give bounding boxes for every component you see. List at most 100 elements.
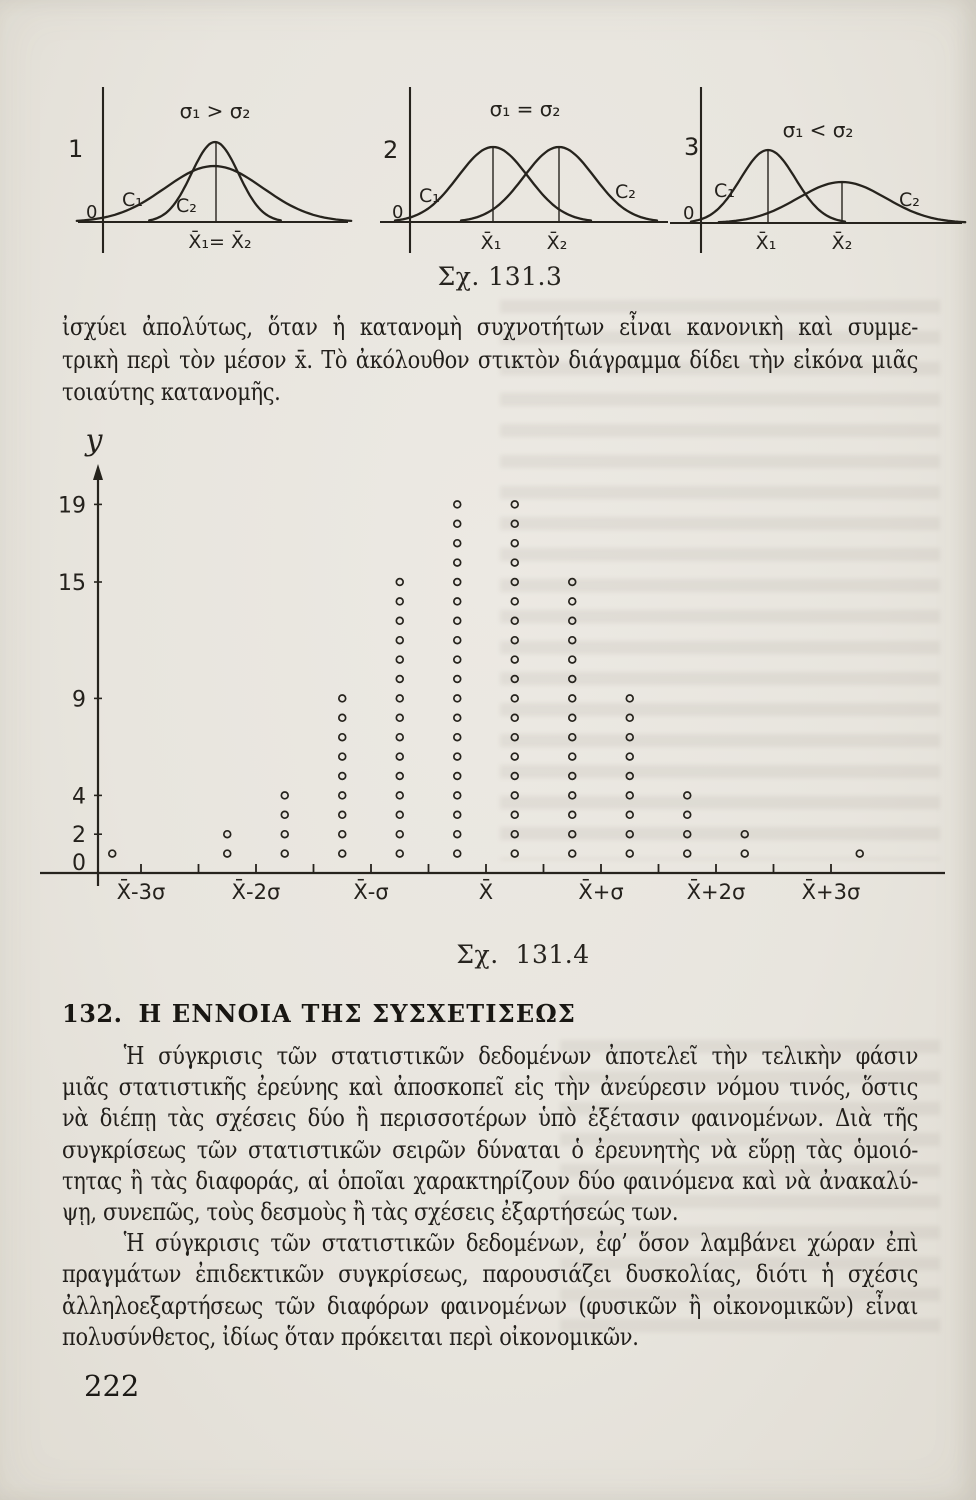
data-dot [510,519,520,529]
data-dot [338,829,347,839]
data-dot [740,829,749,839]
figure-caption-131-3: Σχ. 131.3 [437,262,563,291]
data-dot [395,829,405,839]
text-line: τοιαύτης κατανομῆς. [62,377,281,406]
data-dot [453,558,462,567]
data-dot [510,829,520,839]
normal-curves-panel-1: C₁ C₂ 1 σ₁ > σ₂ 0 X̄₁= X̄₂ [68,87,353,253]
x-tick-label: X̄-3σ [117,879,166,904]
curve-label: C₁ [122,189,143,211]
data-dot [567,810,577,820]
normal-curve-C₁ [75,164,353,223]
origin-label: 0 [683,203,694,224]
text-line: νὰ διέπῃ τὰς σχέσεις δύο ἢ περισσοτέρων … [62,1103,918,1133]
data-dot [338,849,347,858]
data-dot [280,829,290,839]
y-axis-label: y [84,428,104,458]
data-dot [510,558,520,567]
text-line: πολυσύνθετος, ἰδίως ὅταν πρόκειται περὶ … [62,1321,639,1351]
data-dot [510,791,520,800]
data-dot [625,732,634,742]
data-dot [567,732,577,742]
data-dot [395,713,405,723]
data-dot [567,597,577,606]
text-line: τρικὴ περὶ τὸν μέσον x̄. Τὸ ἀκόλουθον στ… [62,344,918,374]
data-dot [453,674,462,684]
data-dot [510,655,520,664]
data-dot [453,849,462,858]
data-dot [567,635,577,645]
data-dot [395,771,405,781]
data-dot [338,732,347,742]
data-dot [510,577,520,587]
mean-label: X̄₂ [832,230,853,254]
body-text: Ἡ σύγκρισις τῶν στατιστικῶν δεδομένων ἀπ… [62,1040,918,1352]
data-dot [510,732,520,742]
panel-title: σ₁ > σ₂ [180,99,251,123]
page-number: 222 [84,1369,140,1403]
section-title: Η ΕΝΝΟΙΑ ΤΗΣ ΣΥΣΧΕΤΙΣΕΩΣ [138,999,577,1028]
data-dot [338,694,347,703]
data-dot [567,577,577,587]
data-dot [625,713,634,723]
data-dot [223,849,232,858]
data-dot [453,577,462,587]
normal-curve-C₂ [459,145,659,222]
x-tick-label: X̄+2σ [687,879,746,904]
data-dot [453,635,462,645]
origin-label: 0 [86,202,97,223]
curve-label: C₂ [176,195,197,217]
text-line: πραγμάτων ἐπιδεκτικῶν συγκρίσεως, παρουσ… [62,1259,918,1289]
curve-label: C₁ [419,185,440,207]
y-tick-label: 9 [72,687,86,712]
panel-title: σ₁ < σ₂ [783,118,854,142]
data-dot [453,694,462,703]
data-dot [567,752,577,761]
data-dot [338,771,347,781]
text-line: συγκρίσεως τῶν στατιστικῶν σειρῶν δύνατα… [62,1134,918,1164]
data-dot [395,752,405,761]
normal-curve-C₂ [717,180,967,224]
x-tick-label: X̄+3σ [802,879,861,904]
y-tick-label: 19 [58,493,86,518]
section-heading: 132. Η ΕΝΝΟΙΑ ΤΗΣ ΣΥΣΧΕΤΙΣΕΩΣ [62,999,962,1028]
figure-caption-131-4: Σχ. 131.4 [456,940,590,969]
normal-curve-C₁ [393,145,593,222]
y-tick-label: 15 [58,571,86,596]
text-line: ψῃ, συνεπῶς, τοὺς δεσμοὺς ἢ τὰς σχέσεις … [62,1197,679,1227]
normal-curves-panel-2: C₁ C₂ 2 σ₁ = σ₂ 0 X̄₁ X̄₂ [380,87,668,254]
normal-curve-C₁ [689,148,847,223]
data-dot [395,791,405,800]
data-dot [682,849,692,858]
data-dot [280,791,290,800]
data-dot [625,694,634,703]
data-dot [395,616,405,626]
section-number: 132. [62,999,123,1028]
data-dot [567,674,577,684]
data-dot [510,849,520,858]
data-dot [855,849,864,858]
normal-curves-panel-3: C₁ C₂ 3 σ₁ < σ₂ 0 X̄₁ X̄₂ [670,87,967,254]
data-dot [510,694,520,703]
panel-number: 1 [68,135,83,163]
data-dot [510,538,520,548]
data-dot [453,791,462,800]
data-dot [682,810,692,820]
data-dot [395,597,405,606]
data-dot [567,713,577,723]
mean-label: X̄₁= X̄₂ [188,229,251,253]
text-line: μιᾶς στατιστικῆς ἐρεύνης καὶ ἀποσκοπεῖ ε… [62,1072,918,1102]
data-dot [740,849,749,858]
data-dot [625,752,634,761]
panel-number: 2 [383,136,398,164]
data-dot [510,616,520,626]
mean-label: X̄₂ [547,230,568,254]
x-tick-label: X̄-2σ [232,879,281,904]
data-dot [510,752,520,761]
mean-label: X̄₁ [481,230,502,254]
data-dot [567,694,577,703]
data-dot [453,810,462,820]
data-dot [338,713,347,723]
x-tick-label: X̄ [479,879,493,904]
data-dot [395,577,405,587]
